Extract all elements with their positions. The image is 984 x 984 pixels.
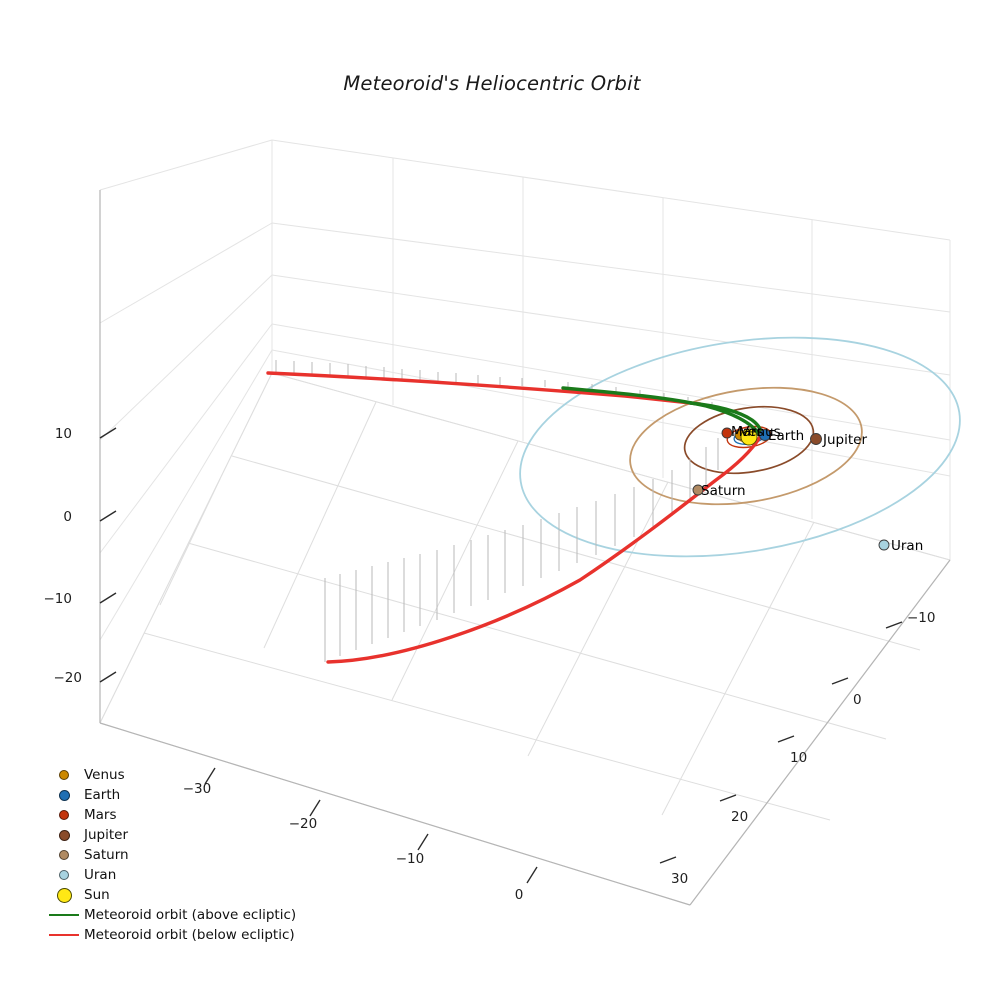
legend-item-sun[interactable]: Sun (46, 885, 110, 905)
legend-item-earth[interactable]: Earth (46, 785, 120, 805)
legend-item-venus[interactable]: Venus (46, 765, 125, 785)
orbit-ring-saturn (629, 386, 863, 506)
mars-icon (46, 810, 82, 820)
legend-item-uran[interactable]: Uran (46, 865, 116, 885)
x-tick-labels: −30 −20 −10 0 (183, 781, 524, 903)
z-tick-label: 0 (63, 509, 72, 525)
legend-item-below-ecliptic[interactable]: Meteoroid orbit (below ecliptic) (46, 925, 295, 945)
jupiter-icon (46, 829, 82, 841)
pane-left (100, 140, 272, 723)
z-axis-ticks (99, 427, 117, 683)
uran-marker (878, 539, 890, 551)
legend-label-jupiter: Jupiter (84, 827, 129, 843)
x-tick-label: 0 (515, 887, 524, 903)
z-tick-label: 10 (55, 426, 72, 442)
jupiter-label: Jupiter (822, 432, 867, 448)
meteoroid-orbit-below-ecliptic-descending (326, 435, 762, 664)
grid-back-wall (271, 139, 951, 561)
legend-label-earth: Earth (84, 787, 121, 803)
venus-label: Venus (740, 424, 781, 440)
body-markers (692, 427, 890, 551)
orbit-rings (519, 336, 961, 558)
uran-icon (46, 870, 82, 880)
pane-floor (100, 373, 950, 905)
legend-item-jupiter[interactable]: Jupiter (46, 825, 128, 845)
mars-marker (721, 427, 733, 439)
saturn-marker (692, 484, 704, 496)
legend-label-venus: Venus (84, 767, 125, 783)
saturn-icon (46, 850, 82, 860)
stems-lower-branch (324, 438, 719, 662)
orbit-ring-jupiter (683, 405, 815, 475)
orbit-ring-uran (519, 336, 961, 558)
sun-marker (740, 428, 758, 446)
y-tick-label: 20 (731, 809, 748, 825)
earth-icon (46, 789, 82, 801)
meteoroid-orbit-below-ecliptic-left (266, 371, 702, 406)
red-line-icon (46, 934, 82, 936)
z-tick-labels: 10 0 −10 −20 (44, 426, 83, 686)
stems-upper-branch (275, 360, 713, 405)
body-labels: Mars Venus Earth Jupiter Saturn Uran (701, 424, 923, 554)
legend-item-saturn[interactable]: Saturn (46, 845, 129, 865)
sun-icon (46, 887, 82, 903)
y-tick-label: 10 (790, 750, 807, 766)
y-tick-labels: −10 0 10 20 30 (671, 610, 936, 887)
legend-item-above-ecliptic[interactable]: Meteoroid orbit (above ecliptic) (46, 905, 296, 925)
legend-label-mars: Mars (84, 807, 117, 823)
x-tick-label: −30 (183, 781, 212, 797)
earth-marker (759, 429, 771, 441)
jupiter-marker (810, 433, 822, 445)
green-line-icon (46, 914, 82, 916)
x-axis-ticks (204, 767, 538, 884)
legend-label-uran: Uran (84, 867, 117, 883)
legend-label-above-ecliptic: Meteoroid orbit (above ecliptic) (84, 907, 297, 923)
y-tick-label: −10 (907, 610, 936, 626)
z-tick-label: −20 (54, 670, 83, 686)
saturn-label: Saturn (701, 483, 746, 499)
venus-icon (46, 770, 82, 780)
earth-label: Earth (768, 428, 804, 444)
legend-label-sun: Sun (84, 887, 110, 903)
y-tick-label: 0 (853, 692, 862, 708)
y-tick-label: 30 (671, 871, 688, 887)
mars-label: Mars (731, 424, 764, 440)
legend-label-below-ecliptic: Meteoroid orbit (below ecliptic) (84, 927, 295, 943)
x-tick-label: −10 (396, 851, 425, 867)
z-tick-label: −10 (44, 591, 73, 607)
y-axis-ticks (659, 621, 903, 864)
legend-item-mars[interactable]: Mars (46, 805, 117, 825)
page-title: Meteoroid's Heliocentric Orbit (343, 72, 641, 95)
axis-lines (99, 190, 951, 906)
x-tick-label: −20 (289, 816, 318, 832)
meteoroid-orbit-above-ecliptic-long (561, 386, 761, 436)
uran-label: Uran (891, 538, 923, 554)
legend-label-saturn: Saturn (84, 847, 129, 863)
